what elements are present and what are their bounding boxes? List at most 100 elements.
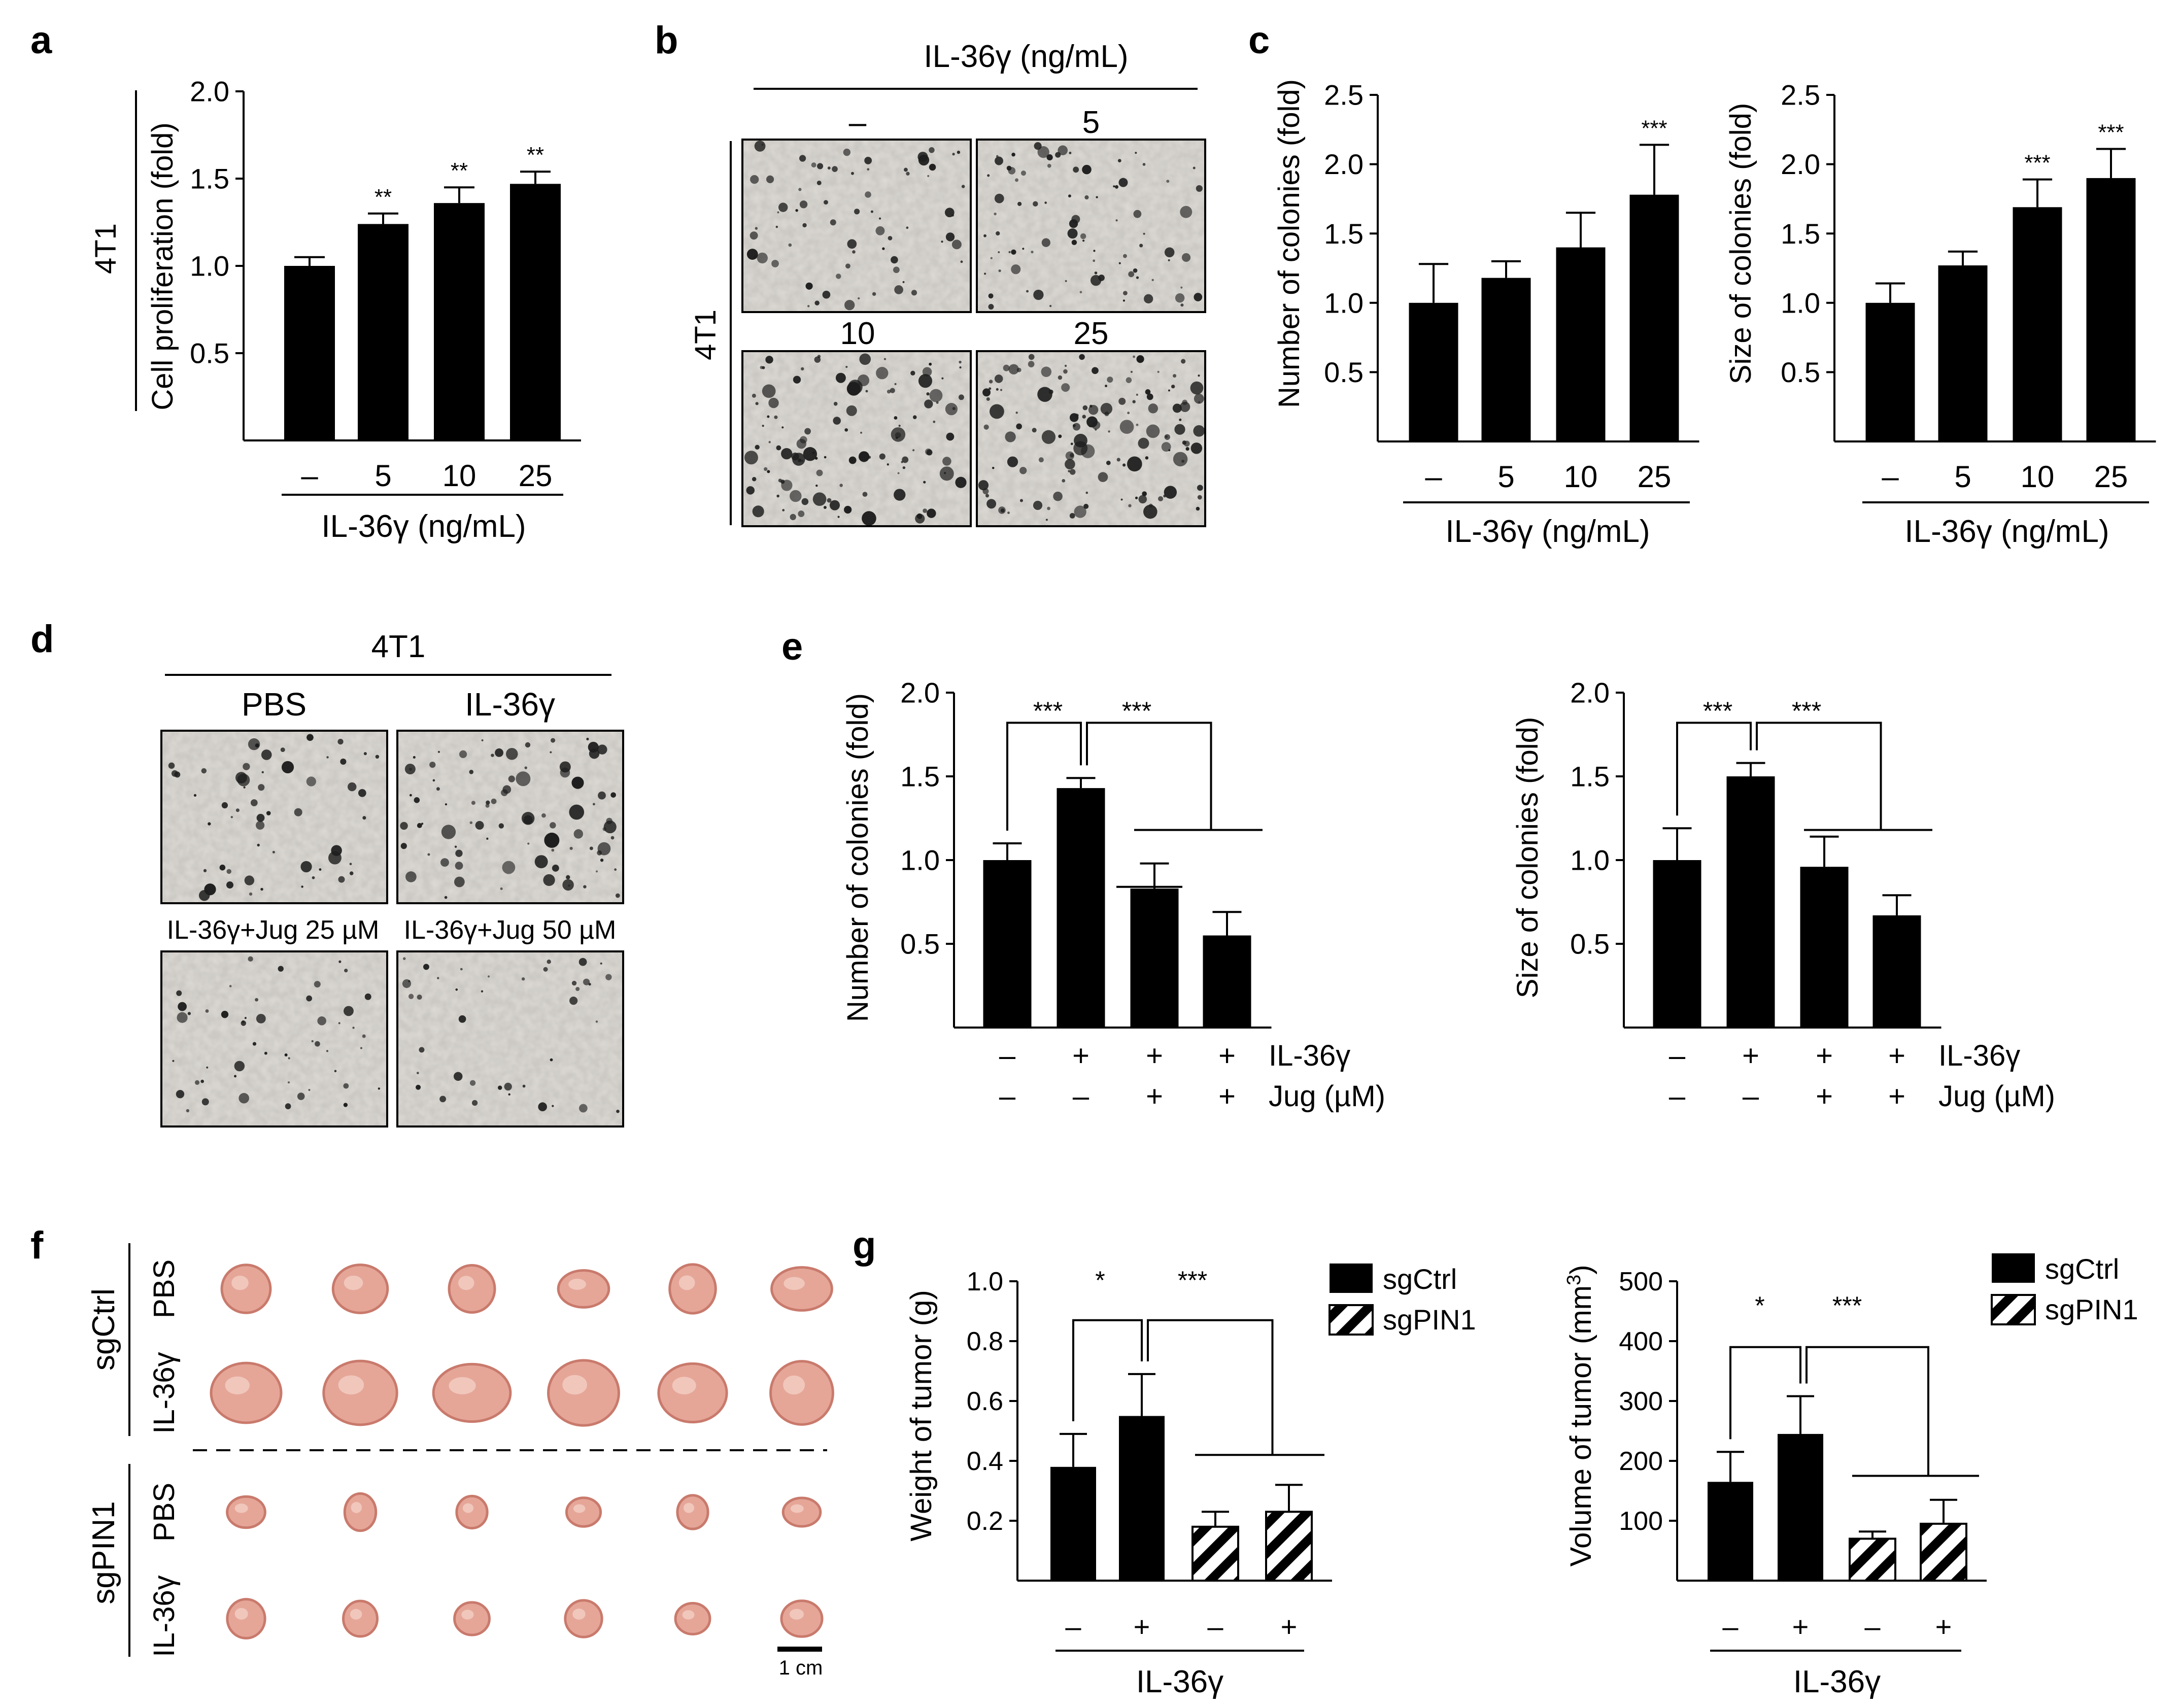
colony-dot (1033, 201, 1038, 207)
colony-dot (193, 794, 197, 797)
colony-dot (1181, 253, 1191, 262)
colony-dot (326, 1050, 329, 1052)
colony-dot (959, 360, 962, 364)
colony-dot (306, 995, 313, 1002)
colony-dot (571, 776, 584, 789)
colony-dot (1105, 385, 1107, 388)
colony-dot (793, 375, 801, 384)
colony-dot (486, 800, 490, 805)
sign-c1-volume: – (1722, 1611, 1739, 1643)
colony-dot (750, 231, 758, 240)
colony-dot (1044, 201, 1047, 204)
colony-dot (521, 812, 535, 825)
colony-dot (750, 175, 759, 184)
colony-dot (248, 956, 253, 962)
sign-row1-label-size: IL-36γ (1938, 1039, 2020, 1072)
colony-dot (491, 798, 497, 804)
tumor-image (226, 1495, 266, 1529)
sig-star-1: * (1095, 1266, 1105, 1294)
colony-dot (281, 761, 294, 774)
colony-dot (865, 191, 871, 198)
colony-dot (939, 466, 954, 481)
colony-dot (752, 393, 756, 398)
colony-dot (1123, 291, 1128, 296)
colony-dot (961, 185, 965, 188)
colony-dot (1031, 250, 1034, 254)
colony-dot (867, 168, 870, 171)
tumor-highlight (573, 1504, 586, 1513)
colony-dot (887, 463, 889, 466)
colony-dot (174, 771, 181, 778)
colony-dot (744, 451, 758, 465)
colony-dot (916, 513, 923, 519)
bar (1556, 247, 1606, 441)
colony-dot (983, 424, 989, 430)
colony-dot (776, 445, 781, 451)
bar (1920, 1522, 1967, 1582)
colony-dot (312, 876, 315, 879)
colony-dot (1128, 504, 1132, 507)
tumor-highlight (449, 1377, 476, 1394)
colony-dot (906, 172, 910, 176)
chart-colony-number: 0.5 1.0 1.5 2.0 2.5 – 5 10 *** 25 (1324, 79, 1699, 494)
colony-dot (752, 477, 757, 482)
colony-dot (543, 967, 548, 972)
group-label-weight: IL-36γ (1136, 1664, 1223, 1699)
y-tick-label: 2.0 (1781, 148, 1820, 180)
colony-dot (1172, 403, 1182, 413)
comparison-bracket (1086, 722, 1212, 830)
colony-dot (504, 1082, 512, 1091)
bar (1938, 265, 1988, 441)
colony-dot (200, 1079, 205, 1083)
tumor-image (453, 1601, 491, 1636)
colony-dot (589, 846, 593, 850)
tumor-image (432, 1362, 512, 1423)
colony-dot (1069, 469, 1076, 475)
colony-dot (800, 436, 807, 443)
colony-dot (334, 1070, 337, 1073)
micrograph-texture (161, 951, 387, 1126)
colony-dot (226, 869, 231, 874)
colony-dot (882, 247, 885, 250)
colony-dot (1104, 412, 1109, 417)
colony-dot (413, 756, 416, 759)
sign-r2-c1: – (999, 1080, 1016, 1113)
colony-dot (837, 516, 840, 518)
colony-dot (1143, 232, 1145, 235)
bar (1872, 915, 1921, 1028)
colony-dot (538, 1102, 547, 1112)
tumor-highlight (344, 1275, 363, 1290)
colony-dot (255, 743, 259, 748)
colony-dot (498, 823, 504, 829)
colony-dot (592, 803, 595, 806)
colony-dot (552, 864, 559, 872)
y-tick-label: 0.5 (1570, 928, 1610, 960)
bar (1191, 1525, 1239, 1582)
colony-dot (1041, 366, 1052, 377)
chart-colony-number-jug: 0.5 1.0 1.5 2.0 (900, 677, 1272, 1029)
y-tick-label: 2.0 (1324, 148, 1364, 180)
colony-dot (1100, 402, 1113, 415)
sign-c2-volume: + (1792, 1611, 1809, 1643)
colony-dot (208, 822, 211, 826)
colony-dot (239, 1092, 249, 1104)
colony-dot (904, 167, 908, 172)
colony-dot (798, 510, 805, 518)
legend-swatch-sgctrl-volume (1992, 1253, 2035, 1283)
colony-dot (998, 269, 1001, 272)
panel-f: sgCtrl sgPIN1 PBS IL-36γ PBS IL-36γ 1 cm (86, 1243, 834, 1679)
colony-dot (358, 789, 366, 797)
comparison-bracket (1147, 1319, 1274, 1455)
colony-dot (338, 876, 345, 883)
colony-dot (933, 420, 936, 423)
colony-dot (957, 150, 961, 154)
colony-dot (1122, 254, 1127, 258)
group-label-number: IL-36γ (ng/mL) (1445, 514, 1650, 549)
colony-dot (1122, 299, 1126, 302)
colony-dot (805, 282, 813, 290)
colony-dot (278, 966, 284, 972)
colony-dot (500, 887, 503, 890)
colony-dot (437, 977, 439, 979)
colony-dot (765, 356, 773, 364)
sign-r2-c1-size: – (1669, 1080, 1686, 1113)
